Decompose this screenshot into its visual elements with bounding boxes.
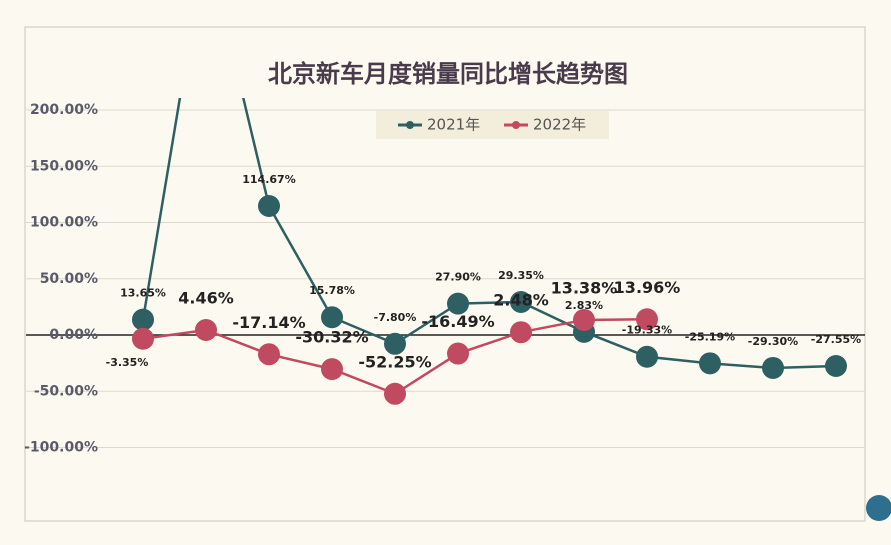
data-point xyxy=(132,308,154,331)
data-point xyxy=(510,321,532,344)
logo xyxy=(866,495,891,521)
data-label: 13.38% xyxy=(551,278,618,297)
data-label: -19.33% xyxy=(622,324,672,337)
data-point xyxy=(384,382,406,405)
data-label: 15.78% xyxy=(309,284,355,297)
data-label: -3.35% xyxy=(106,356,149,369)
y-tick-label: 0.00% xyxy=(49,327,98,343)
data-label: -30.32% xyxy=(295,328,368,347)
data-point xyxy=(321,358,343,381)
data-label: 13.96% xyxy=(614,278,681,297)
data-point xyxy=(447,342,469,365)
data-point xyxy=(510,290,532,313)
y-tick-label: -50.00% xyxy=(34,383,98,399)
data-point xyxy=(825,354,847,377)
y-tick-label: 100.00% xyxy=(30,215,98,231)
labels: -100.00% -50.00% 0.00% 50.00% 100.00% 150.00%… xyxy=(24,102,861,456)
data-point xyxy=(258,343,280,366)
y-tick-label: -100.00% xyxy=(24,440,98,456)
legend-marker xyxy=(512,121,520,129)
data-point xyxy=(447,292,469,315)
data-point xyxy=(321,306,343,329)
data-label: -29.30% xyxy=(748,335,798,348)
data-point xyxy=(384,332,406,355)
data-label: 29.35% xyxy=(498,269,544,282)
y-tick-label: 200.00% xyxy=(30,102,98,118)
data-label: -27.55% xyxy=(811,333,861,346)
data-label: 2.48% xyxy=(493,291,549,310)
data-point xyxy=(258,194,280,217)
data-label: -52.25% xyxy=(358,352,431,371)
y-tick-label: 150.00% xyxy=(30,158,98,174)
data-label: 13.65% xyxy=(120,287,166,300)
data-label: 27.90% xyxy=(435,271,481,284)
data-point xyxy=(762,356,784,379)
data-label: -16.49% xyxy=(421,312,494,331)
data-label: -7.80% xyxy=(374,311,417,324)
data-point xyxy=(573,308,595,331)
data-label: 2.83% xyxy=(565,299,603,312)
legend-label: 2022年 xyxy=(533,116,586,134)
data-point xyxy=(636,345,658,368)
data-label: 114.67% xyxy=(242,173,295,186)
y-tick-label: 50.00% xyxy=(40,271,98,287)
data-point xyxy=(699,352,721,375)
data-point xyxy=(195,318,217,341)
plot-area xyxy=(132,98,847,405)
data-label: -17.14% xyxy=(232,313,305,332)
data-point xyxy=(636,308,658,331)
legend-label: 2021年 xyxy=(427,116,480,134)
data-label: -25.19% xyxy=(685,330,735,343)
data-label: 4.46% xyxy=(178,288,234,307)
legend-marker xyxy=(406,121,414,129)
chart-title: 北京新车月度销量同比增长趋势图 xyxy=(268,60,628,88)
chart-frame xyxy=(24,26,866,522)
data-point xyxy=(132,327,154,350)
